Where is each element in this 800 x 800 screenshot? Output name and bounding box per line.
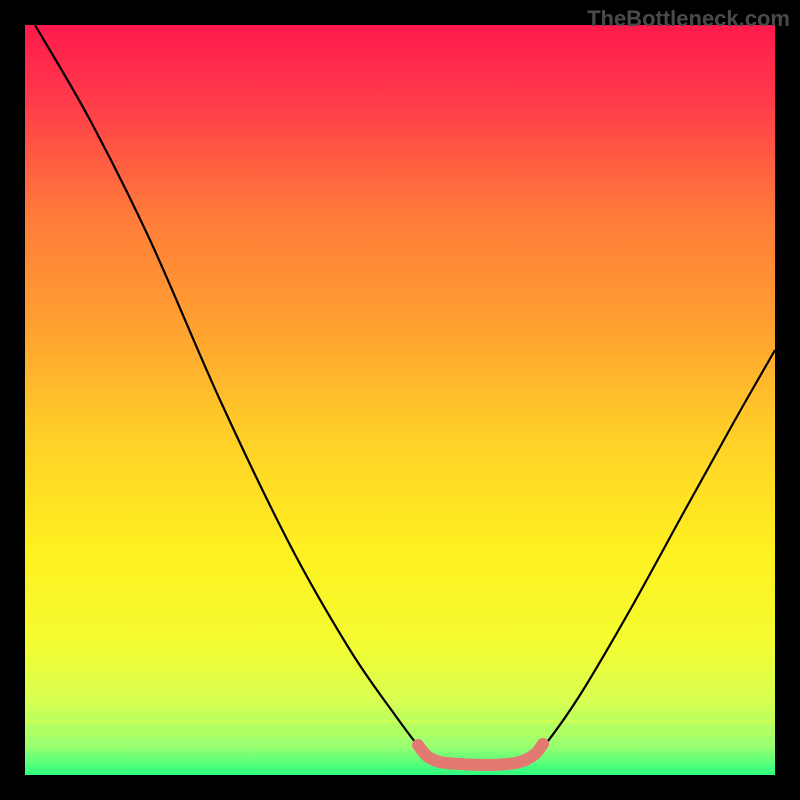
bottleneck-chart: TheBottleneck.com: [0, 0, 800, 800]
watermark-text: TheBottleneck.com: [587, 6, 790, 32]
plot-svg: [25, 25, 775, 775]
plot-area: [25, 25, 775, 775]
gradient-background: [25, 25, 775, 775]
